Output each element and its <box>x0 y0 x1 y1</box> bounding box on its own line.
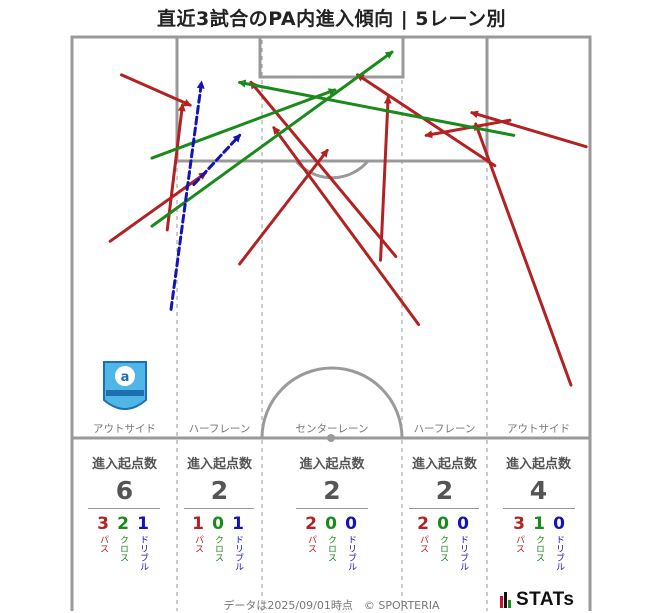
cross-arrow-12 <box>150 88 337 160</box>
pass-arrow-10 <box>470 110 588 149</box>
dribble-arrow-16 <box>192 133 242 187</box>
dribble-label: ドリブル <box>554 535 564 571</box>
pass-label: パス <box>306 535 316 553</box>
cross-label: クロス <box>534 535 544 562</box>
lane-label-outside-right: アウトサイド <box>507 423 570 435</box>
stat-divider <box>296 508 368 509</box>
lane-cross-count: 2 <box>117 514 129 534</box>
lane-pass-count: 2 <box>417 514 429 534</box>
lane-pass-count: 3 <box>513 514 525 534</box>
lane-dribble-count: 0 <box>553 514 565 534</box>
lane-stat-heading: 進入起点数 <box>91 457 157 472</box>
cross-label: クロス <box>326 535 336 562</box>
lane-cross-count: 0 <box>212 514 224 534</box>
pass-arrow-1 <box>120 73 192 107</box>
stat-divider <box>409 508 479 509</box>
dribble-arrow-15 <box>169 80 205 311</box>
dribble-label: ドリブル <box>346 535 356 571</box>
dribble-label: ドリブル <box>458 535 468 571</box>
stat-divider <box>88 508 160 509</box>
stats-logo-icon <box>500 592 511 608</box>
pass-label: パス <box>98 535 108 553</box>
arrows-layer <box>108 50 588 387</box>
pass-arrow-3 <box>165 103 186 232</box>
goal-area <box>258 35 405 79</box>
cross-label: クロス <box>118 535 128 562</box>
cross-arrow-13 <box>150 50 394 228</box>
stat-divider <box>184 508 254 509</box>
lane-dribble-count: 0 <box>345 514 357 534</box>
center-circle <box>260 366 404 439</box>
lane-stat-total: 6 <box>115 476 134 505</box>
pass-arrow-6 <box>272 126 421 327</box>
lane-label-halfspace-right: ハーフレーン <box>413 423 476 435</box>
cross-label: クロス <box>213 535 223 562</box>
lane-label-halfspace-left: ハーフレーン <box>188 423 251 435</box>
pass-label: パス <box>418 535 428 553</box>
club-crest: a <box>103 361 147 410</box>
lane-cross-count: 0 <box>437 514 449 534</box>
pass-label: パス <box>193 535 203 553</box>
lane-stat-total: 2 <box>210 476 229 505</box>
lane-stat-heading: 進入起点数 <box>411 457 477 472</box>
lane-pass-count: 2 <box>305 514 317 534</box>
dribble-label: ドリブル <box>138 535 148 571</box>
lane-stat-total: 2 <box>435 476 454 505</box>
lane-cross-count: 1 <box>533 514 545 534</box>
pass-label: パス <box>514 535 524 553</box>
lane-dividers <box>176 40 488 611</box>
center-spot <box>327 434 335 442</box>
footer-note: データは2025/09/01時点 © SPORTERIA <box>223 599 440 612</box>
cross-label: クロス <box>438 535 448 562</box>
pass-arrow-8 <box>355 73 497 168</box>
pass-arrow-11 <box>474 122 573 387</box>
lane-pass-count: 1 <box>192 514 204 534</box>
pass-arrow-2 <box>108 171 207 243</box>
stat-divider <box>503 508 575 509</box>
lane-stat-total: 2 <box>323 476 341 505</box>
chart-title: 直近3試合のPA内進入傾向 | 5レーン別 <box>156 8 507 30</box>
lane-label-center: センターレーン <box>295 423 369 435</box>
lane-stat-total: 4 <box>529 476 548 505</box>
lane-stat-heading: 進入起点数 <box>186 457 252 472</box>
brand-logo: STATs <box>516 589 575 610</box>
lane-dribble-count: 0 <box>457 514 469 534</box>
lane-label-outside-left: アウトサイド <box>93 423 156 435</box>
lane-stat-heading: 進入起点数 <box>505 457 571 472</box>
lane-pass-count: 3 <box>97 514 109 534</box>
pass-arrow-4 <box>238 148 329 266</box>
svg-text:a: a <box>121 370 130 385</box>
pass-arrow-7 <box>379 95 392 262</box>
dribble-label: ドリブル <box>233 535 243 571</box>
lane-dribble-count: 1 <box>232 514 244 534</box>
lane-cross-count: 0 <box>325 514 337 534</box>
lane-dribble-count: 1 <box>137 514 149 534</box>
lane-stat-heading: 進入起点数 <box>299 457 365 472</box>
cross-arrow-14 <box>237 79 516 137</box>
